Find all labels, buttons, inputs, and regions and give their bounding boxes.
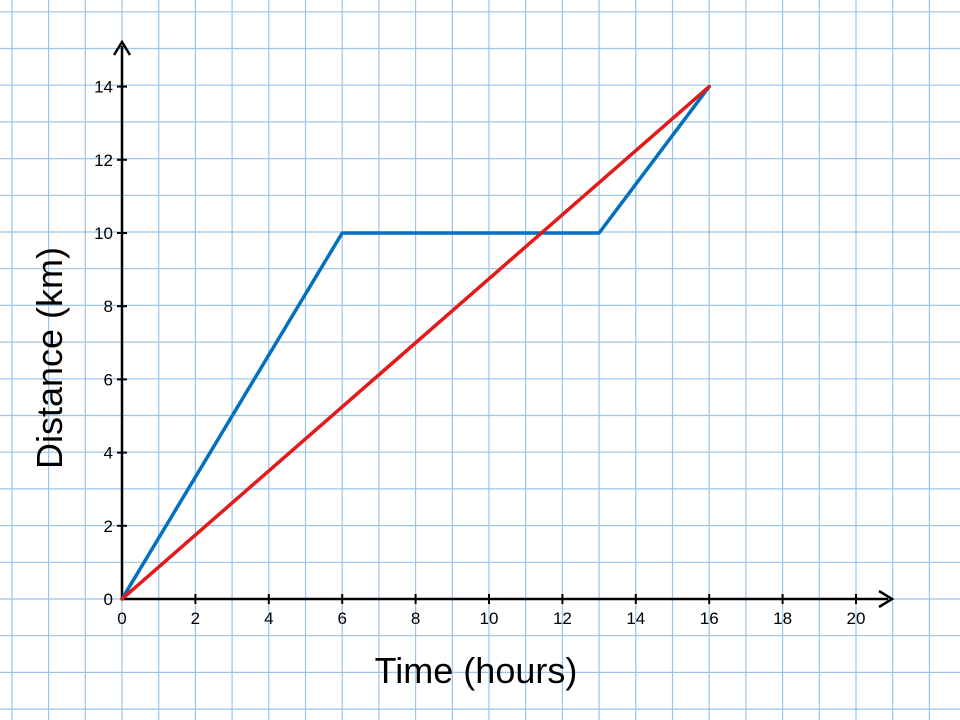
y-tick-label: 0 <box>104 590 113 609</box>
y-tick-label: 12 <box>94 151 113 170</box>
y-tick-label: 14 <box>94 78 113 97</box>
x-tick-label: 2 <box>191 609 200 628</box>
y-tick-label: 8 <box>104 297 113 316</box>
x-axis-title: Time (hours) <box>375 650 578 691</box>
y-axis-title: Distance (km) <box>29 247 70 469</box>
x-tick-label: 14 <box>626 609 645 628</box>
series-line-2 <box>120 84 711 601</box>
x-tick-label: 6 <box>337 609 346 628</box>
x-tick-label: 20 <box>847 609 866 628</box>
x-tick-label: 16 <box>700 609 719 628</box>
x-tick-label: 10 <box>480 609 499 628</box>
y-tick-label: 4 <box>104 444 113 463</box>
x-axis-arrowhead <box>878 589 895 609</box>
axes <box>112 39 895 609</box>
y-tick-label: 2 <box>104 517 113 536</box>
y-tick-label: 6 <box>104 370 113 389</box>
x-tick-label: 0 <box>117 609 126 628</box>
x-tick-label: 12 <box>553 609 572 628</box>
x-tick-label: 4 <box>264 609 273 628</box>
series-line-1 <box>120 84 711 601</box>
x-tick-label: 18 <box>773 609 792 628</box>
series-lines <box>120 84 711 601</box>
tick-labels: 0 2 4 6 8 10 12 14 16 18 20 0 2 4 6 8 10 12 14 <box>94 78 865 628</box>
x-tick-label: 8 <box>411 609 420 628</box>
y-tick-label: 10 <box>94 224 113 243</box>
y-axis-arrowhead <box>112 39 132 56</box>
